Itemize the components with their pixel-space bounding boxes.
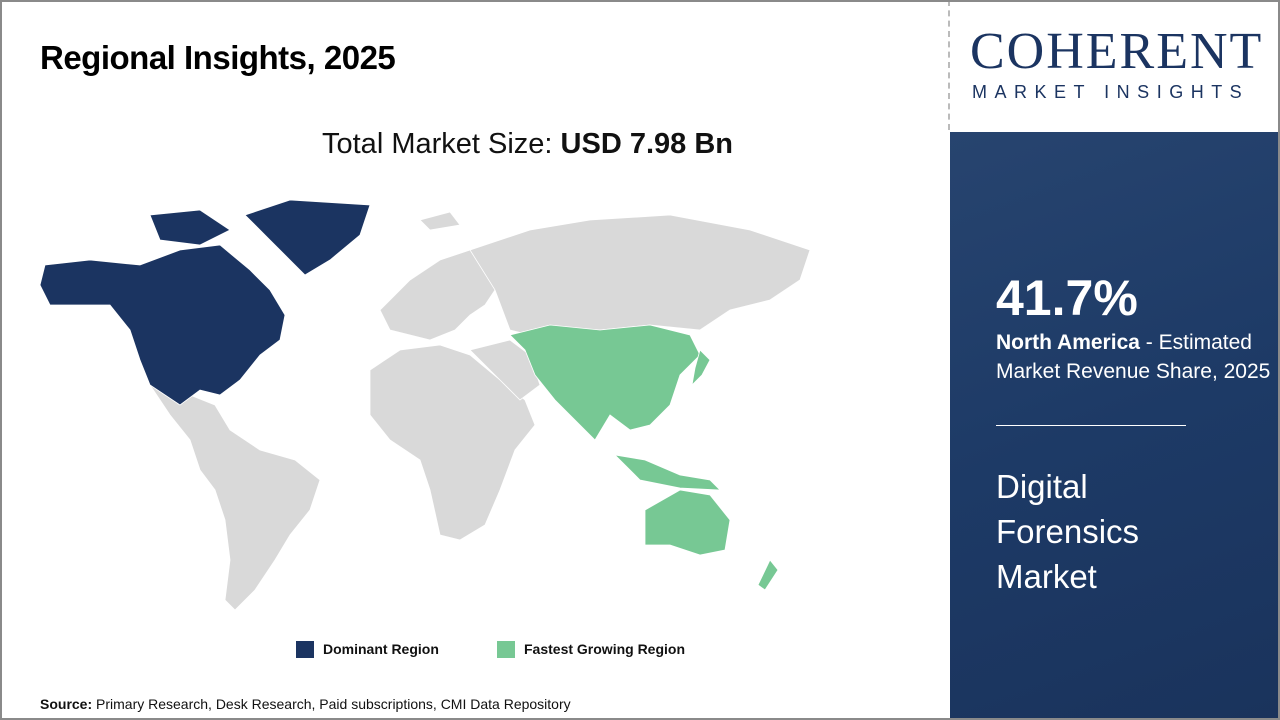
region-name: North America bbox=[996, 331, 1140, 354]
dominant-swatch bbox=[296, 640, 314, 658]
logo-name: COHERENT bbox=[970, 23, 1264, 80]
logo-tagline: MARKET INSIGHTS bbox=[972, 82, 1250, 102]
new-zealand bbox=[757, 559, 779, 591]
legend-label: Dominant Region bbox=[323, 641, 439, 657]
greenland bbox=[244, 199, 371, 276]
middle-east bbox=[469, 339, 541, 401]
asia-pacific bbox=[509, 324, 701, 441]
russia bbox=[469, 214, 811, 341]
source-note: Source: Primary Research, Desk Research,… bbox=[40, 695, 571, 713]
latin-america bbox=[149, 384, 321, 611]
share-description: North America - Estimated Market Revenue… bbox=[996, 328, 1271, 386]
market-name: Digital Forensics Market bbox=[996, 468, 1140, 595]
panel-divider bbox=[996, 425, 1186, 426]
legend-dominant: Dominant Region bbox=[296, 640, 439, 658]
iceland bbox=[419, 211, 461, 231]
total-value: USD 7.98 Bn bbox=[560, 128, 733, 160]
insight-panel: 41.7% North America - Estimated Market R… bbox=[950, 132, 1280, 720]
north-america bbox=[39, 244, 286, 406]
source-text: Primary Research, Desk Research, Paid su… bbox=[92, 696, 571, 712]
source-label: Source: bbox=[40, 696, 93, 712]
legend-label: Fastest Growing Region bbox=[524, 641, 686, 657]
africa bbox=[369, 344, 536, 541]
japan bbox=[691, 349, 711, 387]
legend-fastest: Fastest Growing Region bbox=[497, 640, 685, 658]
southeast-asia bbox=[613, 454, 722, 491]
share-value: 41.7% bbox=[996, 270, 1138, 326]
world-map bbox=[39, 199, 811, 611]
australia bbox=[644, 489, 731, 556]
total-label: Total Market Size: bbox=[322, 128, 553, 160]
arctic-islands bbox=[149, 209, 231, 246]
europe bbox=[379, 249, 501, 341]
fastest-swatch bbox=[497, 640, 515, 658]
total-market-size: Total Market Size: USD 7.98 Bn bbox=[322, 126, 733, 162]
divider bbox=[948, 0, 950, 130]
share-desc-text: - Estimated Market Revenue Share, 2025 bbox=[996, 331, 1271, 383]
page-title: Regional Insights, 2025 bbox=[40, 39, 396, 76]
company-logo: COHERENT MARKET INSIGHTS bbox=[950, 0, 1280, 132]
